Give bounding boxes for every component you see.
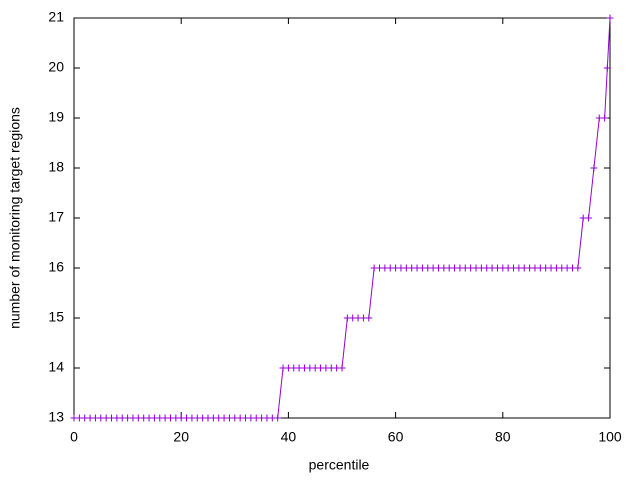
x-tick-label: 80 [495,429,511,445]
y-tick-label: 17 [48,209,64,225]
y-tick-label: 21 [48,9,64,25]
data-point [590,164,598,172]
y-tick-label: 14 [48,359,64,375]
x-tick-label: 20 [173,429,189,445]
x-axis-label: percentile [309,457,370,473]
x-tick-label: 40 [281,429,297,445]
y-axis-label: number of monitoring target regions [7,107,23,329]
y-tick-label: 16 [48,259,64,275]
x-tick-label: 100 [598,429,622,445]
y-tick-label: 18 [48,159,64,175]
plot-border [73,17,611,419]
y-tick-label: 15 [48,309,64,325]
x-tick-label: 60 [388,429,404,445]
x-tick-label: 0 [70,429,78,445]
y-tick-label: 19 [48,109,64,125]
data-point [606,14,614,22]
data-point [338,364,346,372]
y-tick-label: 20 [48,59,64,75]
data-point [601,114,609,122]
data-point [585,214,593,222]
data-point [574,264,582,272]
data-line [74,17,611,419]
data-point [603,64,611,72]
y-tick-label: 13 [48,409,64,425]
data-point [365,314,373,322]
data-point [274,414,282,422]
